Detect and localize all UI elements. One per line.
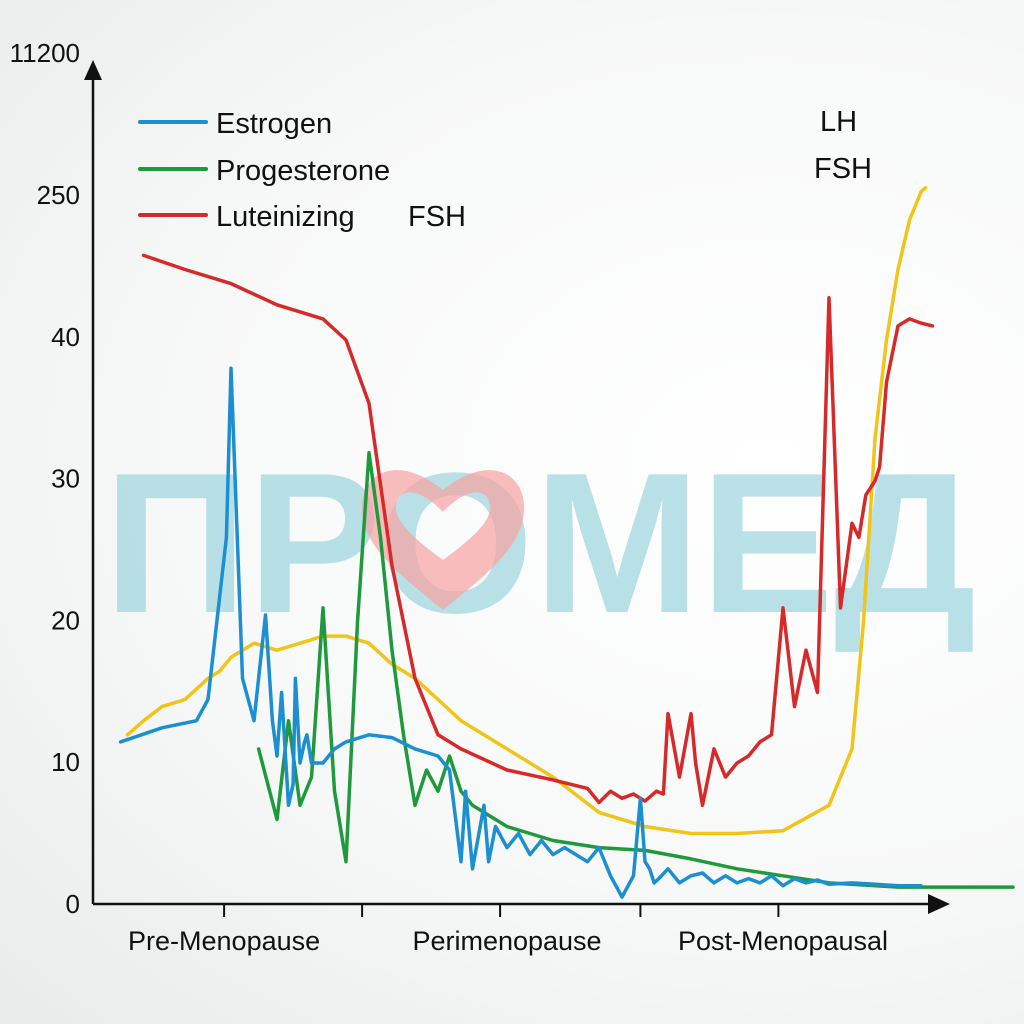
x-category-label: Pre-Menopause — [128, 926, 320, 956]
series-line-fsh — [125, 185, 928, 836]
legend-label: FSH — [408, 201, 466, 233]
y-tick-label: 250 — [37, 180, 80, 210]
x-axis-ticks — [223, 904, 780, 917]
watermark-heart-icon — [361, 470, 525, 610]
legend-label: Estrogen — [216, 108, 332, 140]
series-lines — [118, 185, 1015, 899]
series-line-luteinizing — [141, 253, 935, 808]
watermark: ПРОМЕД — [104, 432, 977, 655]
series-line-estrogen — [118, 366, 923, 899]
x-category-label: Post-Menopausal — [678, 926, 888, 956]
end-label-fsh: FSH — [814, 153, 872, 185]
y-tick-label: 40 — [51, 322, 80, 352]
series-line-progesterone — [256, 451, 1015, 889]
y-axis-tick-labels: 0 10 20 30 40 250 11200 — [10, 38, 80, 919]
y-tick-label: 10 — [51, 747, 80, 777]
x-category-label: Perimenopause — [412, 926, 601, 956]
x-axis-arrow-icon — [928, 894, 950, 914]
legend-label: Progesterone — [216, 155, 390, 187]
end-label-lh: LH — [820, 106, 857, 138]
y-tick-label: 11200 — [10, 38, 80, 68]
end-labels: LH FSH — [814, 106, 872, 185]
x-axis-category-labels: Pre-Menopause Perimenopause Post-Menopausa… — [128, 926, 888, 956]
legend: Estrogen Progesterone Luteinizing FSH — [138, 108, 466, 233]
watermark-text: ПРОМЕД — [104, 432, 977, 655]
y-tick-label: 0 — [66, 889, 80, 919]
y-axis-arrow-icon — [84, 60, 102, 80]
y-tick-label: 30 — [51, 464, 80, 494]
legend-label: Luteinizing — [216, 201, 355, 233]
axes — [84, 60, 950, 914]
y-tick-label: 20 — [51, 605, 80, 635]
